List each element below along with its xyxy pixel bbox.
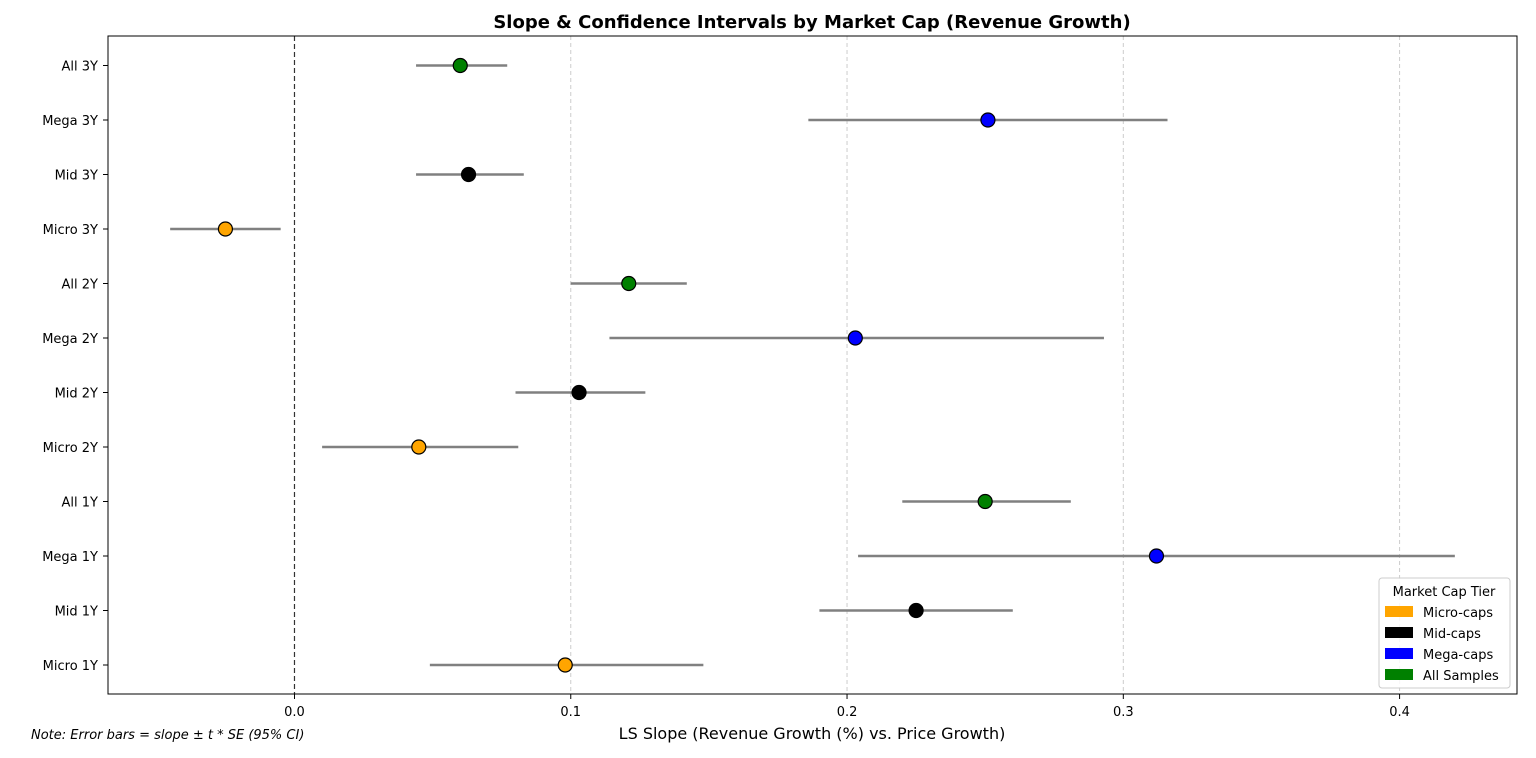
x-tick-label: 0.0 <box>284 705 305 720</box>
x-axis-label: LS Slope (Revenue Growth (%) vs. Price G… <box>619 724 1006 743</box>
data-point <box>217 221 234 237</box>
x-tick-label: 0.3 <box>1113 705 1134 720</box>
data-point <box>452 57 468 74</box>
data-point <box>980 112 996 128</box>
data-point <box>411 439 427 455</box>
data-point <box>571 384 587 401</box>
y-tick-label: Mid 3Y <box>55 169 98 184</box>
data-point <box>977 493 993 510</box>
data-point <box>621 275 637 292</box>
legend-label: Mega-caps <box>1423 648 1493 663</box>
y-tick-label: All 2Y <box>62 278 99 293</box>
y-tick-label: Mega 2Y <box>42 332 98 347</box>
y-axis: Micro 1Y Mid 1Y Mega 1Y All 1Y Micro 2Y Mid 2… <box>42 60 108 674</box>
y-tick-label: Mid 2Y <box>55 387 98 402</box>
data-point <box>908 602 924 619</box>
legend-label: Micro-caps <box>1423 606 1493 621</box>
chart-title: Slope & Confidence Intervals by Market C… <box>493 12 1130 33</box>
y-tick-label: All 1Y <box>62 496 99 511</box>
legend-swatch <box>1385 606 1413 617</box>
data-point <box>1148 548 1165 564</box>
legend-label: All Samples <box>1423 669 1499 684</box>
x-tick-label: 0.4 <box>1389 705 1410 720</box>
legend-label: Mid-caps <box>1423 627 1481 642</box>
y-tick-label: All 3Y <box>62 60 99 75</box>
legend: Market Cap Tier Micro-caps Mid-caps Mega-c… <box>1378 577 1511 689</box>
footnote: Note: Error bars = slope ± t * SE (95% C… <box>31 728 304 743</box>
errorbar-layer <box>170 64 1455 667</box>
y-tick-label: Mid 1Y <box>55 605 98 620</box>
legend-box <box>1378 577 1511 689</box>
x-axis: 0.0 0.1 0.2 0.3 0.4 <box>284 694 1410 720</box>
y-tick-label: Micro 1Y <box>43 659 98 674</box>
y-tick-label: Micro 2Y <box>43 441 98 456</box>
legend-entries: Micro-caps Mid-caps Mega-caps All Samples <box>1385 606 1499 684</box>
data-point <box>847 330 863 346</box>
grid-layer <box>570 36 1401 694</box>
data-point <box>557 657 573 673</box>
point-layer <box>217 57 1165 673</box>
data-point <box>460 166 477 183</box>
x-tick-label: 0.1 <box>560 705 581 720</box>
plot-frame <box>107 35 1518 695</box>
legend-swatch <box>1385 648 1413 659</box>
y-tick-label: Mega 3Y <box>42 114 98 129</box>
legend-swatch <box>1385 669 1413 680</box>
legend-title: Market Cap Tier <box>1393 585 1496 600</box>
y-tick-label: Mega 1Y <box>42 550 98 565</box>
x-tick-label: 0.2 <box>837 705 858 720</box>
y-tick-label: Micro 3Y <box>43 223 98 238</box>
legend-swatch <box>1385 627 1413 638</box>
